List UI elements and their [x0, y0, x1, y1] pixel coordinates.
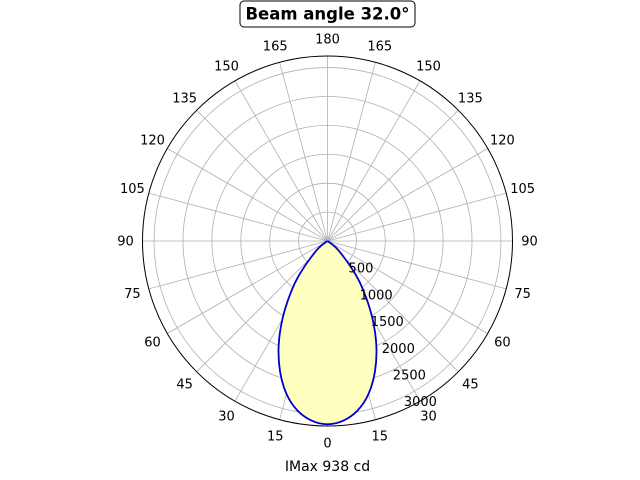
- angular-grid-line-17: [148, 192, 328, 242]
- chart-title-box: Beam angle 32.0°: [239, 0, 416, 28]
- angle-tick-label-6: 90: [521, 235, 538, 250]
- angle-tick-label-19: 75: [124, 287, 141, 302]
- angle-tick-label-1: 15: [372, 430, 389, 445]
- intensity-line-0: [277, 240, 378, 426]
- angle-tick-label-16: 120: [140, 134, 165, 149]
- angle-tick-label-7: 105: [510, 182, 535, 197]
- angular-grid-line-15: [196, 109, 328, 242]
- angle-tick-label-23: 15: [267, 430, 284, 445]
- angular-grid-line-21: [196, 240, 328, 373]
- radial-tick-label-3: 2000: [382, 342, 415, 357]
- angle-tick-label-17: 105: [120, 182, 145, 197]
- angular-grid-line-20: [167, 240, 328, 334]
- angular-grid-line-10: [327, 80, 421, 242]
- angle-tick-label-13: 165: [263, 39, 288, 54]
- title-frame: [239, 0, 416, 28]
- angle-tick-label-18: 90: [117, 235, 134, 250]
- angular-grid-line-5: [327, 240, 507, 290]
- angular-grid-line-11: [327, 62, 376, 242]
- tick-labels: 0 15 30 45 60 75 90 105 120 135 150 165 180 165 150 135…: [117, 33, 538, 452]
- angular-grid-line-9: [327, 109, 459, 242]
- chart-title: Beam angle 32.0°: [245, 5, 409, 24]
- angle-tick-label-2: 30: [420, 409, 437, 424]
- angle-tick-label-15: 135: [172, 92, 197, 107]
- intensity-curve-group: [277, 240, 378, 426]
- angular-grid-line-13: [279, 62, 328, 242]
- angle-tick-label-4: 60: [494, 336, 511, 351]
- intensity-fill-0: [278, 241, 377, 425]
- radial-tick-label-0: 500: [349, 262, 374, 277]
- polar-outer-frame: [142, 55, 513, 427]
- angle-tick-label-0: 0: [323, 437, 331, 452]
- angle-tick-label-20: 60: [144, 336, 161, 351]
- angular-grid-line-4: [327, 240, 488, 334]
- angular-grid-line-8: [327, 148, 488, 242]
- radial-tick-label-4: 2500: [393, 369, 426, 384]
- angle-tick-label-9: 135: [458, 92, 483, 107]
- angular-grid-line-14: [234, 80, 328, 242]
- angle-tick-label-8: 120: [490, 134, 515, 149]
- radial-tick-label-2: 1500: [371, 315, 404, 330]
- angle-tick-label-22: 30: [218, 409, 235, 424]
- angle-tick-label-21: 45: [176, 377, 193, 392]
- radial-tick-label-1: 1000: [360, 288, 393, 303]
- angular-grid-line-19: [148, 240, 328, 290]
- angle-tick-label-14: 150: [214, 60, 239, 75]
- angular-grid-line-7: [327, 192, 507, 242]
- angle-tick-label-12: 180: [315, 33, 340, 48]
- angular-grid-line-16: [167, 148, 328, 242]
- angle-tick-label-5: 75: [514, 287, 531, 302]
- angular-grid-line-3: [327, 240, 459, 373]
- x-axis-label: IMax 938 cd: [285, 459, 370, 475]
- angle-tick-label-10: 150: [416, 60, 441, 75]
- angle-tick-label-11: 165: [367, 39, 392, 54]
- angle-tick-label-3: 45: [462, 377, 479, 392]
- radial-tick-label-5: 3000: [404, 395, 437, 410]
